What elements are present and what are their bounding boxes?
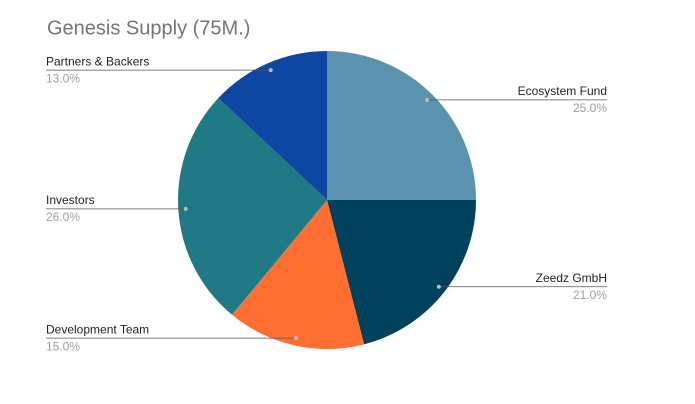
legend-label: Investors	[46, 193, 95, 207]
data-label: 26.0%	[46, 210, 80, 224]
pie-slice	[218, 51, 327, 200]
leader-dot	[183, 206, 188, 211]
data-label: 25.0%	[573, 101, 607, 115]
legend-label: Zeedz GmbH	[536, 271, 607, 285]
leader-dot	[425, 97, 430, 102]
chart-title: Genesis Supply (75M.)	[47, 17, 250, 39]
legend-label: Development Team	[46, 322, 149, 336]
data-label: 15.0%	[46, 339, 80, 353]
pie-slice	[232, 200, 365, 349]
legend-label: Ecosystem Fund	[518, 84, 607, 98]
data-label: 13.0%	[46, 71, 80, 85]
leader-dot	[294, 336, 299, 341]
legend-label: Partners & Backers	[46, 54, 149, 68]
leader-dot	[268, 68, 273, 73]
pie-slice	[327, 51, 476, 200]
data-label: 21.0%	[573, 288, 607, 302]
pie-slice	[327, 200, 477, 345]
pie-slice	[177, 98, 327, 315]
leader-dot	[436, 284, 441, 289]
